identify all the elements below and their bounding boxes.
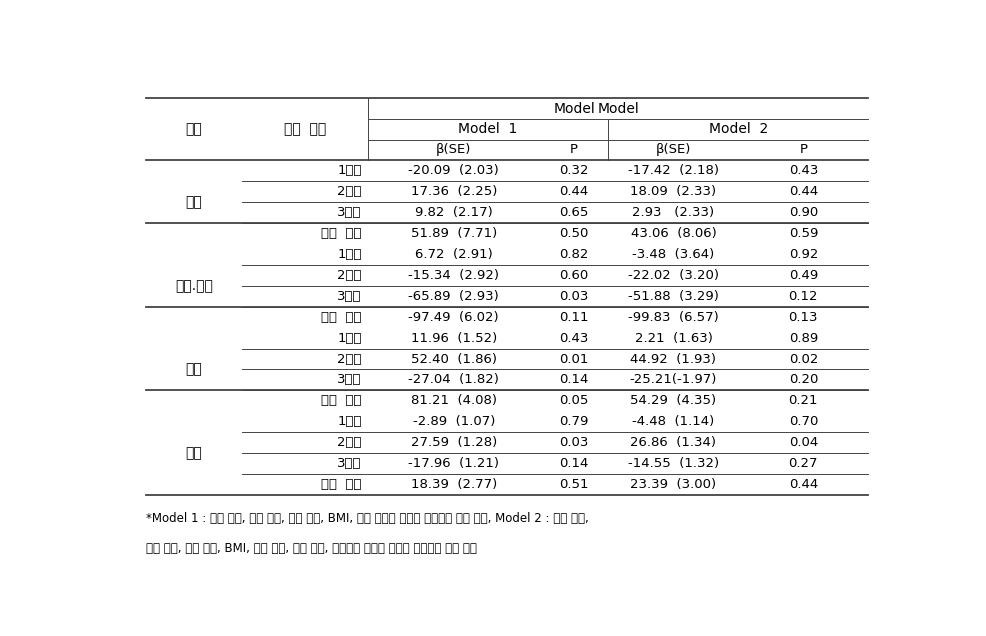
Text: 0.14: 0.14 xyxy=(559,457,589,470)
Text: 52.40  (1.86): 52.40 (1.86) xyxy=(411,352,497,366)
Text: 43.06  (8.06): 43.06 (8.06) xyxy=(631,227,716,240)
Text: 23.39  (3.00): 23.39 (3.00) xyxy=(630,478,717,491)
Text: 26.86  (1.34): 26.86 (1.34) xyxy=(630,436,717,449)
Text: Model: Model xyxy=(553,102,595,116)
Text: 0.44: 0.44 xyxy=(789,478,818,491)
Text: -15.34  (2.92): -15.34 (2.92) xyxy=(408,269,499,282)
Text: 1분기: 1분기 xyxy=(337,248,362,261)
Text: 2.21  (1.63): 2.21 (1.63) xyxy=(635,331,712,345)
Text: 1분기: 1분기 xyxy=(337,415,362,428)
Text: -17.42  (2.18): -17.42 (2.18) xyxy=(628,164,719,177)
Text: P: P xyxy=(800,144,808,156)
Text: 0.60: 0.60 xyxy=(559,269,589,282)
Text: 0.89: 0.89 xyxy=(789,331,818,345)
Text: 0.59: 0.59 xyxy=(789,227,818,240)
Text: 0.49: 0.49 xyxy=(789,269,818,282)
Text: 1분기: 1분기 xyxy=(337,331,362,345)
Text: -20.09  (2.03): -20.09 (2.03) xyxy=(408,164,499,177)
Text: -22.02  (3.20): -22.02 (3.20) xyxy=(628,269,719,282)
Text: 교육 수준, 아기 성별, BMI, 임신 주수, 건물 년수, 공장지대 유무를 보정한 다중선형 회귀 분석: 교육 수준, 아기 성별, BMI, 임신 주수, 건물 년수, 공장지대 유무… xyxy=(146,542,477,555)
Text: 3분기: 3분기 xyxy=(337,373,362,387)
Text: P: P xyxy=(570,144,578,156)
Text: 3분기: 3분기 xyxy=(337,457,362,470)
Text: 0.27: 0.27 xyxy=(789,457,818,470)
Text: 0.43: 0.43 xyxy=(789,164,818,177)
Text: 17.36  (2.25): 17.36 (2.25) xyxy=(410,185,497,198)
Text: Model  1: Model 1 xyxy=(458,122,518,136)
Text: 전체  기간: 전체 기간 xyxy=(321,478,362,491)
Text: 0.03: 0.03 xyxy=(559,436,589,449)
Text: 전체  기간: 전체 기간 xyxy=(321,227,362,240)
Text: 0.43: 0.43 xyxy=(559,331,589,345)
Text: 0.11: 0.11 xyxy=(559,310,589,324)
Text: 0.65: 0.65 xyxy=(559,206,589,219)
Text: 27.59  (1.28): 27.59 (1.28) xyxy=(410,436,497,449)
Text: 0.12: 0.12 xyxy=(789,290,818,303)
Text: 2.93   (2.33): 2.93 (2.33) xyxy=(632,206,715,219)
Text: 0.05: 0.05 xyxy=(559,394,589,408)
Text: -51.88  (3.29): -51.88 (3.29) xyxy=(628,290,719,303)
Text: 18.09  (2.33): 18.09 (2.33) xyxy=(630,185,717,198)
Text: 천안.아산: 천안.아산 xyxy=(175,279,213,293)
Text: 0.03: 0.03 xyxy=(559,290,589,303)
Text: 2분기: 2분기 xyxy=(337,352,362,366)
Text: 0.44: 0.44 xyxy=(559,185,589,198)
Text: β(SE): β(SE) xyxy=(436,144,471,156)
Text: 0.79: 0.79 xyxy=(559,415,589,428)
Text: 9.82  (2.17): 9.82 (2.17) xyxy=(415,206,493,219)
Text: 도시: 도시 xyxy=(185,122,202,136)
Text: 0.13: 0.13 xyxy=(789,310,818,324)
Text: 전체  기간: 전체 기간 xyxy=(321,310,362,324)
Text: 81.21  (4.08): 81.21 (4.08) xyxy=(411,394,497,408)
Text: 0.02: 0.02 xyxy=(789,352,818,366)
Text: 51.89  (7.71): 51.89 (7.71) xyxy=(410,227,497,240)
Text: 0.90: 0.90 xyxy=(789,206,818,219)
Text: -65.89  (2.93): -65.89 (2.93) xyxy=(408,290,499,303)
Text: -2.89  (1.07): -2.89 (1.07) xyxy=(412,415,495,428)
Text: 2분기: 2분기 xyxy=(337,269,362,282)
Text: 44.92  (1.93): 44.92 (1.93) xyxy=(630,352,717,366)
Text: 54.29  (4.35): 54.29 (4.35) xyxy=(630,394,717,408)
Text: 0.44: 0.44 xyxy=(789,185,818,198)
Text: -4.48  (1.14): -4.48 (1.14) xyxy=(632,415,715,428)
Text: -97.49  (6.02): -97.49 (6.02) xyxy=(408,310,499,324)
Text: 2분기: 2분기 xyxy=(337,436,362,449)
Text: β(SE): β(SE) xyxy=(656,144,691,156)
Text: *Model 1 : 산모 나이, 교육 수준, 아기 성별, BMI, 임신 주수를 보정한 다중선형 회귀 분석, Model 2 : 산모 나이,: *Model 1 : 산모 나이, 교육 수준, 아기 성별, BMI, 임신 … xyxy=(146,512,589,525)
Text: 울산: 울산 xyxy=(185,363,202,377)
Text: 서울: 서울 xyxy=(185,195,202,209)
Text: 3분기: 3분기 xyxy=(337,290,362,303)
Text: 6.72  (2.91): 6.72 (2.91) xyxy=(415,248,493,261)
Text: 0.04: 0.04 xyxy=(789,436,818,449)
Text: -99.83  (6.57): -99.83 (6.57) xyxy=(628,310,719,324)
Text: 0.51: 0.51 xyxy=(559,478,589,491)
Text: 18.39  (2.77): 18.39 (2.77) xyxy=(410,478,497,491)
Text: 0.21: 0.21 xyxy=(789,394,818,408)
Text: 전체: 전체 xyxy=(185,446,202,460)
Text: Model  2: Model 2 xyxy=(709,122,768,136)
Text: -14.55  (1.32): -14.55 (1.32) xyxy=(628,457,719,470)
Text: 0.01: 0.01 xyxy=(559,352,589,366)
Text: 0.32: 0.32 xyxy=(559,164,589,177)
Text: 1분기: 1분기 xyxy=(337,164,362,177)
Text: 0.92: 0.92 xyxy=(789,248,818,261)
Text: 0.50: 0.50 xyxy=(559,227,589,240)
Text: 임신  기간: 임신 기간 xyxy=(284,122,325,136)
Text: -17.96  (1.21): -17.96 (1.21) xyxy=(408,457,499,470)
Text: 11.96  (1.52): 11.96 (1.52) xyxy=(410,331,497,345)
Text: -25.21(-1.97): -25.21(-1.97) xyxy=(630,373,717,387)
Text: 2분기: 2분기 xyxy=(337,185,362,198)
Text: 0.14: 0.14 xyxy=(559,373,589,387)
Text: -27.04  (1.82): -27.04 (1.82) xyxy=(408,373,499,387)
Text: 전체  기간: 전체 기간 xyxy=(321,394,362,408)
Text: 0.20: 0.20 xyxy=(789,373,818,387)
Text: Model: Model xyxy=(598,102,639,116)
Text: -3.48  (3.64): -3.48 (3.64) xyxy=(632,248,715,261)
Text: 3분기: 3분기 xyxy=(337,206,362,219)
Text: 0.82: 0.82 xyxy=(559,248,589,261)
Text: 0.70: 0.70 xyxy=(789,415,818,428)
